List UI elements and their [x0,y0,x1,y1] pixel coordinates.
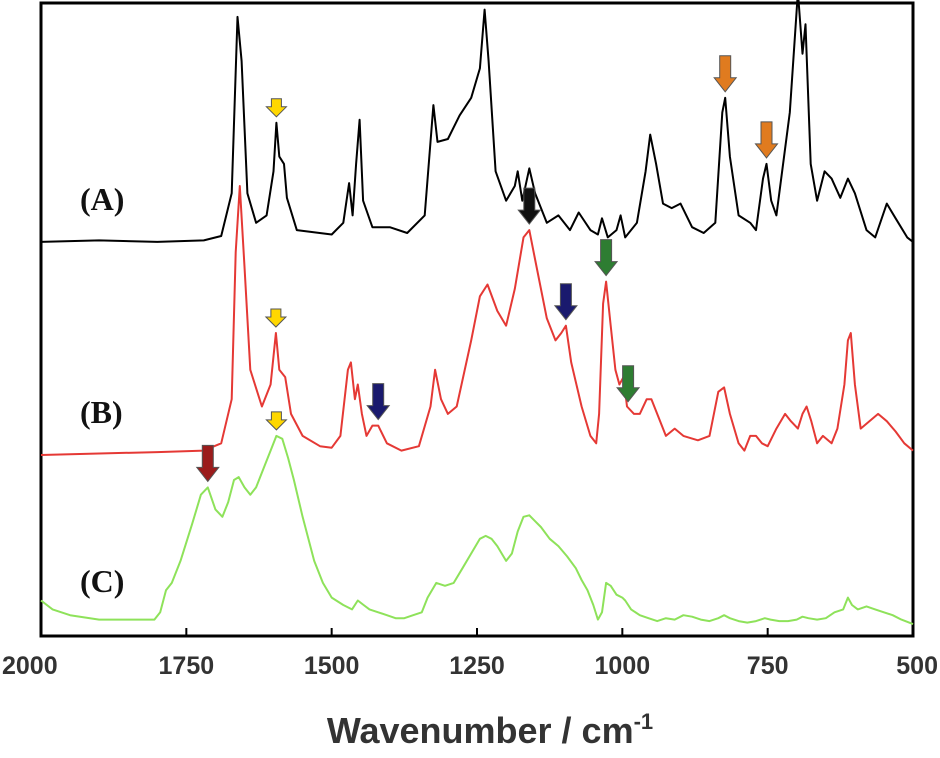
peak-arrow-icon [594,239,619,277]
x-axis-title: Wavenumber / cm-1 [327,709,653,751]
x-tick-label: 500 [896,652,938,680]
peak-arrow-icon [264,308,288,328]
x-tick-label: 2000 [2,652,58,680]
trace-label-b: (B) [80,394,123,430]
trace-labels-layer: (A) (B) (C) [80,181,124,599]
x-tick-label: 1000 [595,652,651,680]
peak-arrow-icon [616,365,641,403]
arrows-layer [195,55,779,483]
traces-layer [40,0,914,626]
peak-arrow-icon [265,98,288,118]
trace-label-c: (C) [80,563,124,599]
trace-b-line [40,185,914,456]
x-tick-label: 1750 [159,652,215,680]
x-axis-ticks: 2000 1750 1500 1250 1000 750 500 [2,628,938,680]
peak-arrow-icon [754,121,779,159]
trace-c-line [40,434,914,626]
peak-arrow-icon [366,383,391,421]
x-tick-label: 1500 [304,652,360,680]
peak-arrow-icon [517,187,542,225]
peak-arrow-icon [265,411,288,431]
trace-label-a: (A) [80,181,124,217]
plot-frame [39,1,915,638]
peak-arrow-icon [553,283,578,321]
x-tick-label: 750 [747,652,789,680]
trace-a-line [40,0,914,243]
x-tick-label: 1250 [449,652,505,680]
peak-arrow-icon [713,55,738,93]
peak-arrow-icon [195,444,220,483]
